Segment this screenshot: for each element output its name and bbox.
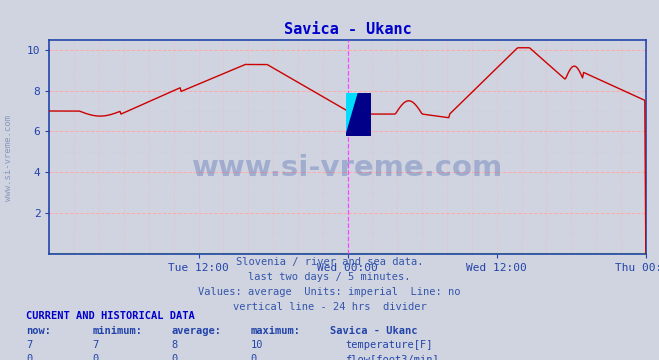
Text: 0: 0 bbox=[92, 354, 98, 360]
Text: 7: 7 bbox=[26, 340, 32, 350]
Text: average:: average: bbox=[171, 326, 221, 336]
Text: 0: 0 bbox=[26, 354, 32, 360]
Text: 0: 0 bbox=[250, 354, 256, 360]
Text: Savica - Ukanc: Savica - Ukanc bbox=[330, 326, 417, 336]
Text: vertical line - 24 hrs  divider: vertical line - 24 hrs divider bbox=[233, 302, 426, 312]
Title: Savica - Ukanc: Savica - Ukanc bbox=[284, 22, 411, 37]
Text: temperature[F]: temperature[F] bbox=[345, 340, 433, 350]
Polygon shape bbox=[346, 93, 358, 136]
Polygon shape bbox=[346, 93, 371, 136]
Text: Values: average  Units: imperial  Line: no: Values: average Units: imperial Line: no bbox=[198, 287, 461, 297]
Text: Slovenia / river and sea data.: Slovenia / river and sea data. bbox=[236, 257, 423, 267]
Text: minimum:: minimum: bbox=[92, 326, 142, 336]
Text: 10: 10 bbox=[250, 340, 263, 350]
Text: www.si-vreme.com: www.si-vreme.com bbox=[4, 116, 13, 201]
Text: 7: 7 bbox=[92, 340, 98, 350]
Text: flow[foot3/min]: flow[foot3/min] bbox=[345, 354, 439, 360]
Text: CURRENT AND HISTORICAL DATA: CURRENT AND HISTORICAL DATA bbox=[26, 311, 195, 321]
Text: 8: 8 bbox=[171, 340, 177, 350]
Text: 0: 0 bbox=[171, 354, 177, 360]
Text: www.si-vreme.com: www.si-vreme.com bbox=[192, 154, 503, 182]
Text: now:: now: bbox=[26, 326, 51, 336]
Text: maximum:: maximum: bbox=[250, 326, 301, 336]
Text: last two days / 5 minutes.: last two days / 5 minutes. bbox=[248, 272, 411, 282]
